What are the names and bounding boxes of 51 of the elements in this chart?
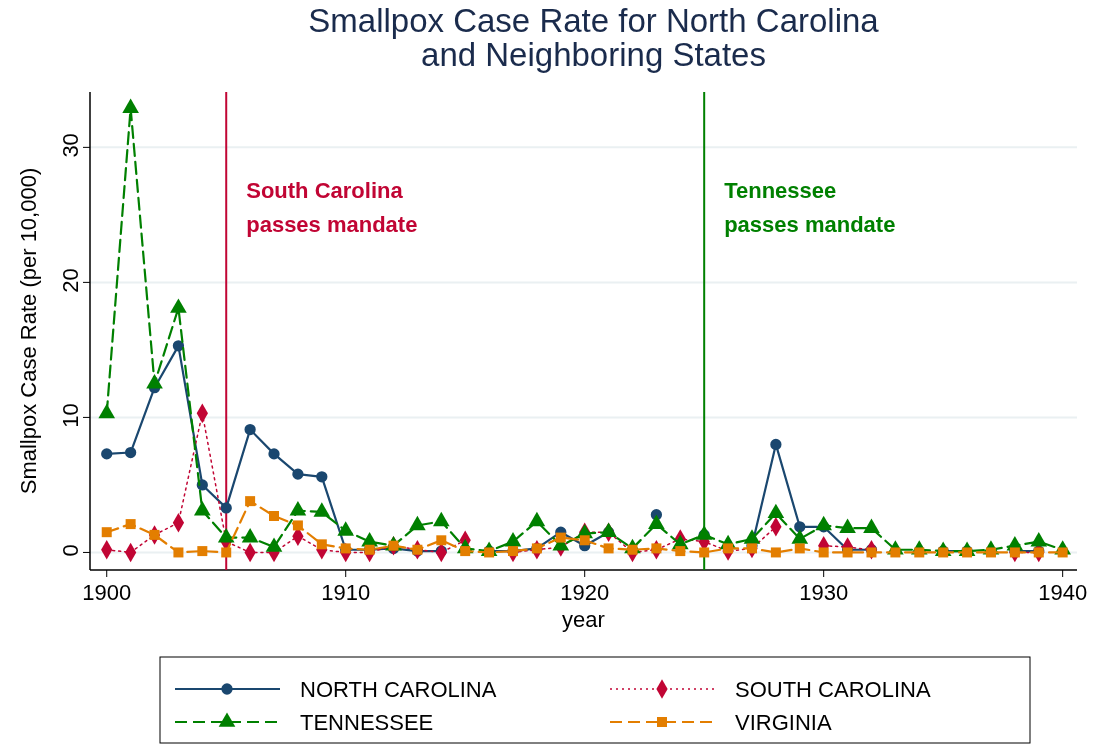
x-axis-title: year xyxy=(562,607,605,632)
legend-label: VIRGINIA xyxy=(735,710,832,735)
point xyxy=(124,446,137,459)
point xyxy=(794,543,805,554)
point xyxy=(723,543,734,554)
point xyxy=(675,546,686,557)
point xyxy=(579,535,590,546)
point xyxy=(770,547,781,558)
x-tick-label: 1910 xyxy=(321,580,371,605)
point xyxy=(603,543,614,554)
point xyxy=(101,527,112,538)
point xyxy=(245,496,256,507)
point xyxy=(699,547,710,558)
point xyxy=(173,547,184,558)
x-tick-label: 1920 xyxy=(560,580,610,605)
point xyxy=(436,535,447,546)
y-tick-label: 20 xyxy=(58,268,83,293)
point xyxy=(268,448,280,460)
point xyxy=(125,519,136,530)
point xyxy=(170,298,187,313)
y-tick-label: 30 xyxy=(58,133,83,158)
point xyxy=(244,423,256,436)
point xyxy=(818,547,829,558)
point xyxy=(122,98,139,114)
point xyxy=(292,520,303,531)
point xyxy=(770,438,782,451)
point xyxy=(101,448,113,460)
point xyxy=(221,547,232,558)
legend-label: NORTH CAROLINA xyxy=(300,677,497,702)
y-tick-label: 0 xyxy=(58,544,83,557)
point xyxy=(292,468,304,480)
point xyxy=(197,546,208,557)
point xyxy=(172,340,185,352)
point xyxy=(316,471,328,483)
point xyxy=(146,374,163,389)
x-tick-label: 1940 xyxy=(1038,580,1088,605)
point xyxy=(316,539,327,550)
point xyxy=(555,532,566,543)
legend-label: SOUTH CAROLINA xyxy=(735,677,931,702)
x-tick-label: 1930 xyxy=(799,580,849,605)
x-tick-label: 1900 xyxy=(82,580,132,605)
y-axis-title: Smallpox Case Rate (per 10,000) xyxy=(16,167,41,495)
legend-label: TENNESSEE xyxy=(300,710,434,735)
chart-title: Smallpox Case Rate for North Carolina and Neighboring States xyxy=(308,2,880,73)
y-tick-label: 10 xyxy=(58,403,83,428)
point xyxy=(220,502,232,514)
point xyxy=(794,521,806,533)
ref-line-label: Tennessee passes mandate xyxy=(724,178,896,237)
ref-line-label: South Carolina passes mandate xyxy=(246,178,418,237)
point xyxy=(269,510,280,521)
point xyxy=(98,403,116,419)
